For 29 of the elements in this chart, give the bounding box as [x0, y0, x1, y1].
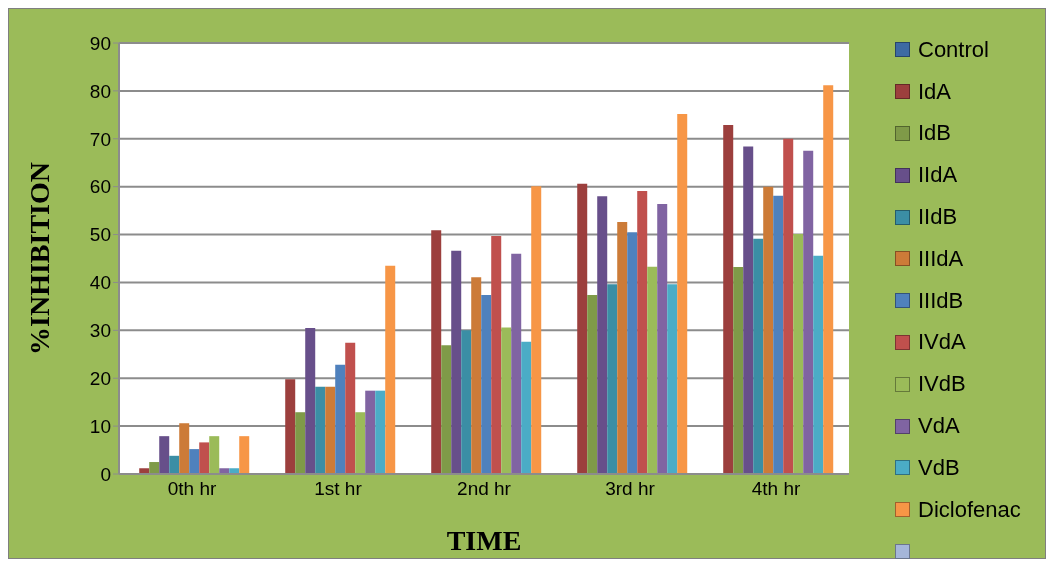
legend-label: VdB: [918, 454, 960, 481]
y-tick-label: 60: [89, 176, 111, 198]
legend-label: IdB: [918, 120, 952, 147]
legend-label: Diclofenac: [918, 496, 1021, 523]
legend-label: Control: [918, 36, 989, 63]
x-tick-label: 3rd hr: [605, 478, 656, 500]
legend-label: IIdA: [918, 162, 958, 189]
x-tick-label: 4th hr: [751, 478, 801, 500]
y-tick-label: 50: [89, 224, 111, 246]
y-tick-label: 10: [89, 415, 111, 437]
legend-label: IIIdA: [918, 245, 964, 272]
y-tick-label: 40: [89, 272, 111, 294]
y-axis-title: %INHIBITION: [23, 162, 55, 355]
y-tick-label: 30: [89, 320, 111, 342]
y-tick-label: 70: [89, 128, 111, 150]
legend-label: VdA: [918, 413, 960, 440]
y-tick-label: 90: [89, 32, 111, 54]
x-tick-label: 2nd hr: [457, 478, 512, 500]
legend-label: IIdB: [918, 204, 958, 231]
legend-label: IVdB: [918, 371, 966, 398]
y-tick-label: 0: [100, 463, 111, 485]
y-tick-label: 80: [89, 80, 111, 102]
legend-label: IIIdB: [918, 287, 964, 314]
legend-label: IVdA: [918, 329, 966, 356]
x-tick-label: 1st hr: [314, 478, 363, 500]
y-tick-label: 20: [89, 367, 111, 389]
x-axis-title: TIME: [446, 525, 522, 556]
x-tick-label: 0th hr: [167, 478, 217, 500]
legend-label: IdA: [918, 78, 952, 105]
